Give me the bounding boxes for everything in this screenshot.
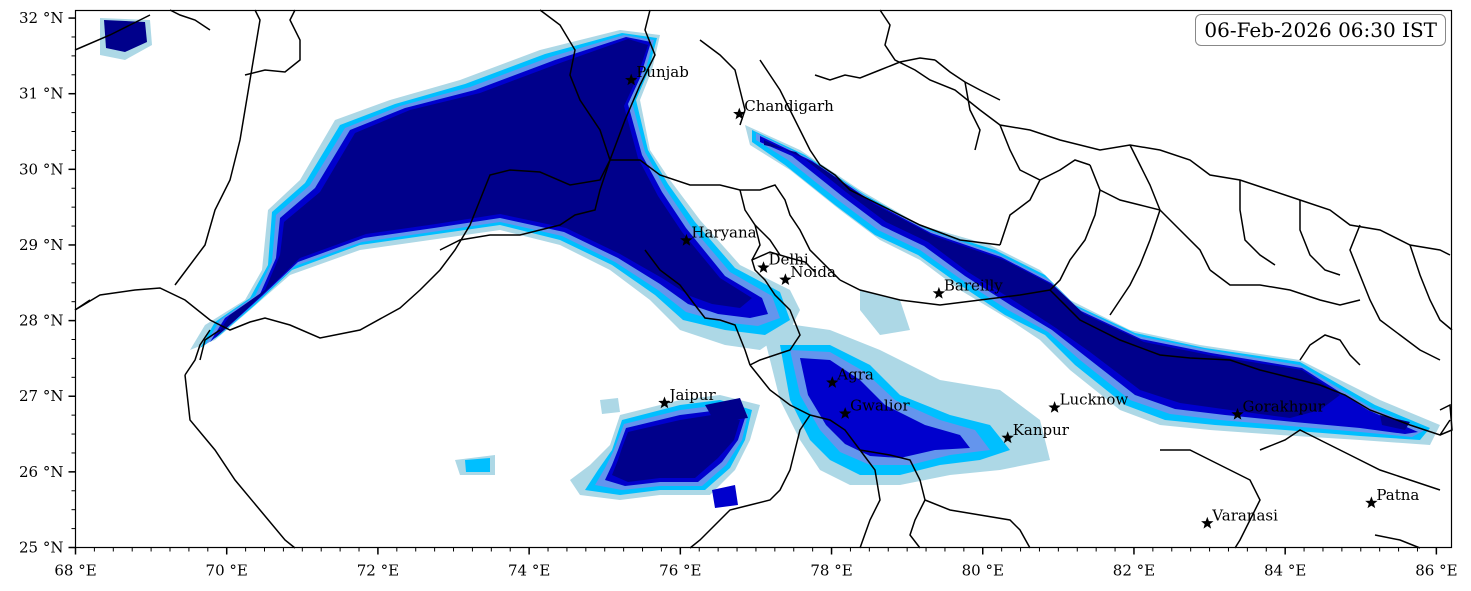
city-label: Gorakhpur — [1243, 397, 1326, 415]
city-label: Agra — [836, 366, 874, 384]
city-label: Delhi — [769, 251, 809, 269]
city-label: Punjab — [636, 63, 689, 81]
city-star-icon — [680, 233, 693, 246]
x-tick-label: 72 °E — [357, 562, 399, 580]
y-tick-label: 29 °N — [19, 236, 63, 254]
y-tick-label: 28 °N — [19, 312, 63, 330]
x-tick-label: 74 °E — [508, 562, 550, 580]
city-label: Patna — [1376, 486, 1419, 504]
x-tick-label: 84 °E — [1264, 562, 1306, 580]
x-tick-label: 80 °E — [962, 562, 1004, 580]
x-tick-label: 78 °E — [810, 562, 852, 580]
map-frame — [74, 9, 1453, 549]
x-tick-label: 86 °E — [1415, 562, 1457, 580]
city-label: Bareilly — [944, 276, 1003, 294]
y-tick-label: 31 °N — [19, 85, 63, 103]
city-label: Gwalior — [850, 397, 910, 415]
x-axis: 68 °E 70 °E 72 °E 74 °E 76 °E 78 °E 80 °E 82 °E… — [54, 547, 1458, 580]
city-star-icon — [1365, 496, 1378, 509]
y-tick-label: 26 °N — [19, 463, 63, 481]
city-star-icon — [1001, 431, 1014, 444]
y-tick-label: 27 °N — [19, 387, 63, 405]
y-tick-label: 30 °N — [19, 160, 63, 178]
city-star-icon — [779, 273, 792, 285]
x-tick-label: 82 °E — [1113, 562, 1155, 580]
city-star-icon — [1201, 516, 1214, 529]
timestamp-label: 06-Feb-2026 06:30 IST — [1195, 14, 1446, 46]
city-label: Haryana — [691, 223, 756, 241]
x-tick-label: 70 °E — [206, 562, 248, 580]
minor-ticks — [71, 17, 1437, 552]
fog-layer-dark-navy — [104, 20, 1410, 482]
city-star-icon — [733, 107, 746, 120]
city-star-icon — [826, 376, 839, 388]
city-star-icon — [839, 407, 852, 419]
city-star-icon — [658, 396, 671, 409]
city-label: Varanasi — [1211, 506, 1278, 524]
city-star-icon — [932, 286, 946, 299]
city-star-icon — [757, 261, 770, 273]
city-star-icon — [1048, 401, 1061, 413]
y-axis: 25 °N 26 °N 27 °N 28 °N 29 °N 30 °N 31 °N 32 °N — [19, 9, 76, 557]
x-tick-label: 68 °E — [54, 562, 96, 580]
city-label: Kanpur — [1013, 421, 1070, 439]
city-label: Jaipur — [667, 386, 716, 404]
city-star-icon — [1231, 407, 1244, 420]
city-label: Chandigarh — [744, 97, 834, 115]
x-tick-label: 76 °E — [659, 562, 701, 580]
y-tick-label: 25 °N — [19, 539, 63, 557]
border-lines — [74, 9, 1453, 549]
y-tick-label: 32 °N — [19, 9, 63, 27]
city-label: Lucknow — [1060, 391, 1129, 409]
city-label: Noida — [790, 263, 836, 281]
city-star-icon — [625, 73, 638, 86]
